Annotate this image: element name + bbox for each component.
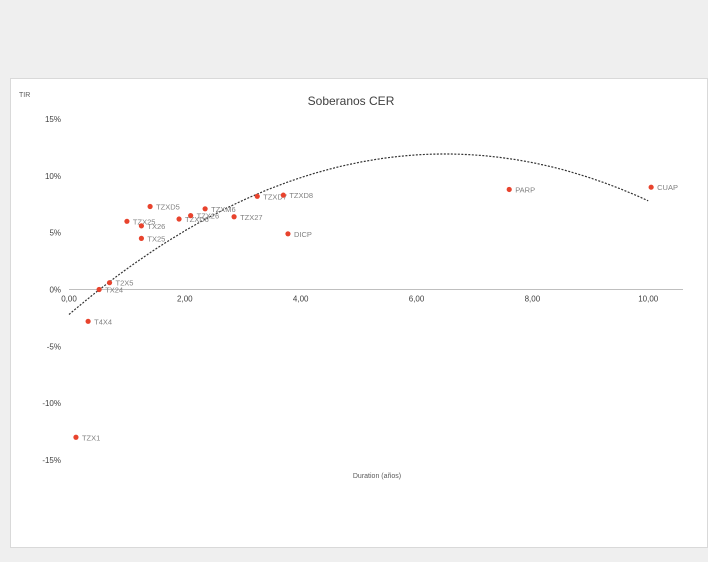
point-marker	[506, 186, 512, 193]
data-point: TZXD5	[147, 203, 180, 212]
point-label: PARP	[515, 185, 535, 194]
point-label: TZXD8	[289, 191, 313, 200]
point-label: TZXD7	[263, 192, 287, 201]
x-tick-label: 2,00	[177, 295, 193, 304]
point-marker	[176, 216, 182, 222]
point-marker	[124, 218, 130, 224]
point-marker	[280, 192, 286, 198]
point-label: TZX1	[82, 433, 100, 442]
point-label: DICP	[294, 230, 312, 239]
scatter-chart: Soberanos CER TIR Duration (años) 15% 10%…	[19, 92, 683, 480]
data-point: TZXM6	[202, 205, 236, 214]
chart-panel: Soberanos CER TIR Duration (años) 15% 10%…	[10, 78, 708, 548]
point-marker	[96, 286, 102, 293]
data-point: CUAP	[648, 183, 678, 192]
data-point: TX26	[138, 222, 165, 231]
point-marker	[73, 434, 79, 440]
point-label: TZX25	[133, 217, 156, 226]
point-label: CUAP	[657, 183, 678, 192]
point-marker	[254, 193, 260, 199]
data-point: T4X4	[85, 317, 112, 326]
x-tick-label: 0,00	[61, 295, 77, 304]
point-label: T2X5	[116, 279, 134, 288]
point-label: TX26	[147, 222, 165, 231]
point-marker	[138, 223, 145, 229]
point-marker	[202, 206, 208, 212]
chart-title: Soberanos CER	[308, 94, 395, 108]
data-point: TZXD6	[176, 215, 209, 224]
y-tick-label: 10%	[45, 172, 61, 181]
data-point: TZX1	[73, 433, 100, 442]
x-axis-title: Duration (años)	[353, 473, 401, 480]
point-marker	[138, 235, 145, 241]
point-label: TX25	[147, 234, 165, 243]
point-marker	[285, 231, 291, 237]
point-marker	[106, 280, 113, 286]
point-marker	[648, 184, 654, 190]
data-point: TZXD8	[280, 191, 313, 200]
y-axis-title: TIR	[19, 92, 30, 99]
data-point: T2X5	[106, 279, 134, 288]
point-label: TZXD6	[185, 215, 209, 224]
x-tick-label: 10,00	[638, 295, 659, 304]
data-point: TZXD7	[254, 192, 287, 201]
point-marker	[147, 203, 153, 210]
point-label: TX24	[105, 286, 123, 295]
data-points: TZX1T4X4TX24T2X5TZX25TX26TX25TZXD5TZXD6T…	[73, 183, 678, 442]
y-tick-label: 0%	[49, 286, 61, 295]
y-tick-labels: 15% 10% 5% 0% -5% -10% -15%	[42, 115, 61, 465]
point-label: TZX26	[197, 212, 220, 221]
point-label: TZX27	[240, 213, 263, 222]
point-label: T4X4	[94, 317, 112, 326]
data-point: TZX27	[231, 213, 263, 222]
y-tick-label: 15%	[45, 115, 61, 124]
x-tick-label: 8,00	[525, 295, 541, 304]
x-tick-label: 6,00	[409, 295, 425, 304]
x-tick-labels: 0,00 2,00 4,00 6,00 8,00 10,00	[61, 295, 659, 304]
y-tick-label: -10%	[42, 399, 61, 408]
point-marker	[85, 318, 91, 324]
point-marker	[188, 213, 194, 219]
trendline	[68, 153, 649, 315]
x-tick-label: 4,00	[293, 295, 309, 304]
data-point: TX25	[138, 234, 165, 243]
point-label: TZXM6	[211, 205, 236, 214]
data-point: TX24	[96, 286, 123, 295]
point-marker	[231, 214, 237, 220]
data-point: PARP	[506, 185, 535, 194]
y-tick-label: -15%	[42, 456, 61, 465]
data-point: DICP	[285, 230, 312, 239]
data-point: TZX25	[124, 217, 155, 226]
data-point: TZX26	[188, 212, 219, 221]
y-tick-label: -5%	[47, 342, 61, 351]
y-tick-label: 5%	[49, 229, 61, 238]
point-label: TZXD5	[156, 203, 180, 212]
